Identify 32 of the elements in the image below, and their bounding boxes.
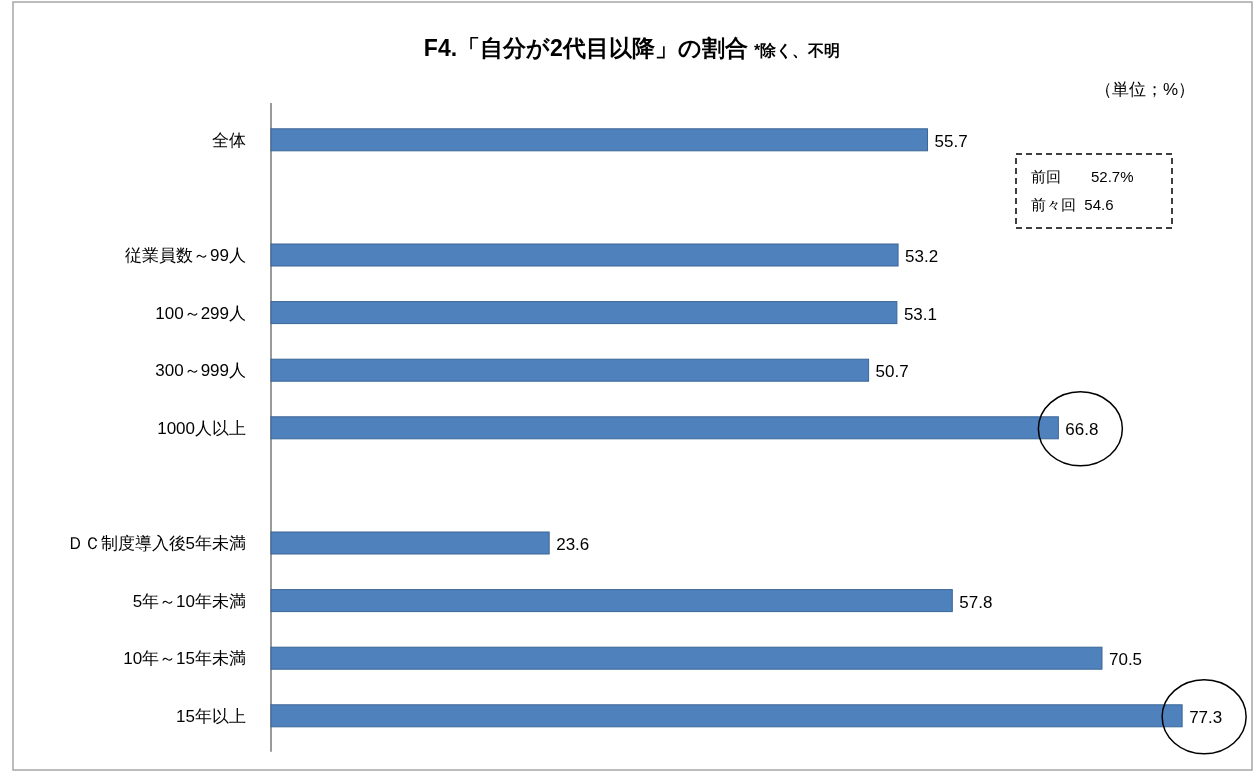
bar [270,646,1103,670]
data-label: 57.8 [959,592,993,612]
data-label: 66.8 [1065,419,1099,439]
text: （単位；%） [1094,80,1196,99]
data-label: 55.7 [934,131,968,151]
y-tick-label: 100～299人 [155,303,246,323]
data-label: 23.6 [556,535,590,554]
bar [270,589,953,613]
bar [270,416,1059,440]
bar [270,243,899,267]
bar [270,301,898,325]
y-tick-label: 15年以上 [176,706,246,726]
y-tick-label: 5年～10年未満 [132,591,246,611]
data-label: 50.7 [875,362,909,382]
data-label: 53.1 [903,304,937,324]
y-tick-label: ＤＣ制度導入後5年未満 [66,534,246,553]
data-label: 53.2 [905,247,939,266]
data-label: 70.5 [1108,650,1143,670]
chart-subtitle: *除く、不明 [753,42,841,60]
bar [270,531,550,555]
y-tick-label: 300～999人 [155,361,246,381]
data-label: 77.3 [1189,707,1223,727]
y-tick-label: 1000人以上 [157,418,246,438]
y-tick-label: 全体 [212,130,246,150]
y-tick-label: 10年～15年未満 [123,649,246,669]
bar [270,704,1183,728]
annotation: 前回 52.7% [1031,168,1134,185]
annotation: 前々回 54.6 [1031,196,1114,213]
bar [270,358,870,382]
y-tick-label: 従業員数～99人 [125,246,246,265]
bar [270,128,929,152]
chart-title: F4.「自分が2代目以降」の割合 [423,35,748,61]
